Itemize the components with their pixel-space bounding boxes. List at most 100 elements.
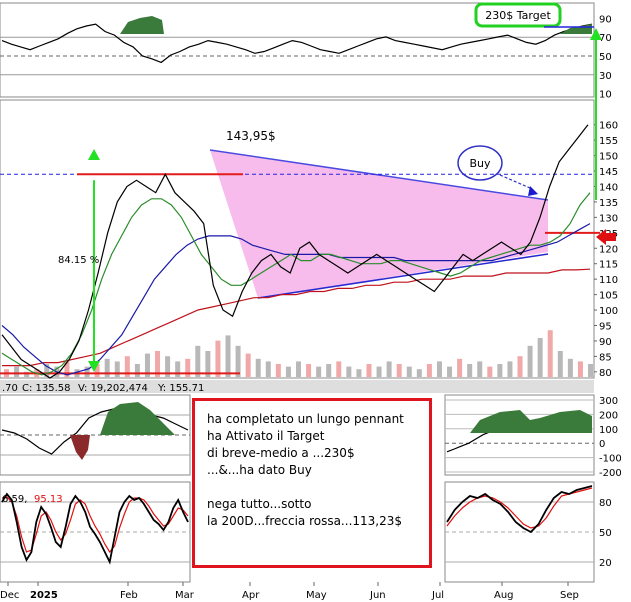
price-tick-label: 135 [599,198,618,209]
price-line [1,124,589,379]
volume-bar [487,366,493,377]
price-tick-label: 120 [599,244,618,255]
top-tick-label: 90 [599,14,612,25]
sma200-line [2,268,591,367]
volume-bar [235,345,241,377]
volume-bar [94,364,100,377]
buy-pointer-head [528,186,538,196]
stoch-left-value-d: 95.13 [34,494,63,505]
volume-bar [306,364,312,377]
info-close: C: 135.58 [22,383,71,394]
price-tick-label: 115 [599,260,618,271]
volume-bar [114,361,120,377]
lower-left-negative-fill [70,435,90,460]
stoch-left-k-line [1,492,189,565]
lower-right-tick-label: 0 [599,439,605,450]
volume-bar [356,369,362,377]
top-tick-label: 50 [599,52,612,63]
volume-bar [64,361,70,377]
volume-bar [406,366,412,377]
price-tick-label: 140 [599,182,618,193]
target-label: 230$ Target [485,9,551,22]
price-tick-label: 100 [599,306,618,317]
volume-bar [275,364,281,377]
info-volume: V: 19,202,474 [78,383,148,394]
volume-bar [185,358,191,377]
volume-bar [577,361,583,377]
measure-arrow-head-up [88,149,100,160]
volume-bar [497,364,503,377]
stoch-right-tick-label: 20 [599,558,612,569]
annotation-line-2: ha Attivato il Target [207,429,325,443]
volume-bar [396,364,402,377]
price-tick-label: 155 [599,136,618,147]
price-tick-label: 150 [599,152,618,163]
price-tick-label: 80 [599,368,612,379]
volume-bar [104,358,110,377]
measure-arrow-head-down [88,361,100,372]
volume-bar [426,364,432,377]
volume-bar [24,371,30,377]
x-axis-label: Feb [120,590,138,601]
volume-bar [336,361,342,377]
stoch-right-tick-label: 80 [599,498,612,509]
top-oscillator-line [1,23,593,64]
volume-bar [326,364,332,377]
annotation-line-6: nega tutto...sotto [207,497,312,511]
annotation-line-1: ha completato un lungo pennant [207,412,404,426]
volume-bar [205,351,211,377]
lower-right-tick-label: 200 [599,410,618,421]
lower-right-tick-label: 100 [599,425,618,436]
pennant-lower-trendline [257,253,549,299]
annotation-line-4: ...&...ha dato Buy [207,463,312,477]
volume-bar [124,356,130,377]
volume-bar [537,338,543,377]
x-axis-label: Sep [560,590,579,601]
analysis-annotation-box: ha completato un lungo pennant ha Attiva… [192,398,432,568]
x-axis-label: May [306,590,327,601]
stoch-right-k-line [446,485,593,534]
top-tick-label: 10 [599,90,612,101]
top-tick-label: 70 [599,33,612,44]
volume-bar [215,340,221,377]
price-tick-label: 145 [599,167,618,178]
target-box [474,2,562,28]
volume-bar [14,366,20,377]
volume-bar [467,364,473,377]
lower-left-line [1,405,189,455]
volume-bar [255,358,261,377]
x-axis-label: Aug [494,590,514,601]
price-tick-label: 160 [599,121,618,132]
lower-right-tick-label: -200 [599,468,622,479]
volume-bar [265,361,271,377]
high-price-label: 143,95$ [226,129,276,143]
price-tick-label: 110 [599,275,618,286]
volume-bar [296,361,301,377]
buy-pointer-line [499,174,531,189]
volume-bar [527,345,533,377]
target-arrow-head [590,28,602,40]
volume-bar [175,361,181,377]
lower-left-positive-fill [100,402,175,435]
volume-bar [285,366,291,377]
price-tick-label: 105 [599,291,618,302]
volume-bar [144,353,150,377]
x-axis-label: 2025 [30,590,58,601]
info-partial: .70 [2,383,18,394]
volume-bar [366,364,372,377]
x-axis-label: Mar [175,590,195,601]
lower-right-tick-label: -100 [599,454,622,465]
volume-bar [376,366,382,377]
annotation-line-3: di breve-medio a ...230$ [207,446,355,460]
volume-bar [567,358,573,377]
x-axis-label: Apr [242,590,260,601]
price-tick-label: 90 [599,337,612,348]
percent-move-label: 84.15 % [58,255,99,266]
volume-bar [547,330,553,377]
volume-bar [477,361,483,377]
x-axis-label: Jun [369,590,386,601]
buy-circle [457,145,503,181]
stoch-left-value-k: 6.59, [2,494,27,505]
volume-bar [457,358,463,377]
volume-bar [225,335,231,377]
